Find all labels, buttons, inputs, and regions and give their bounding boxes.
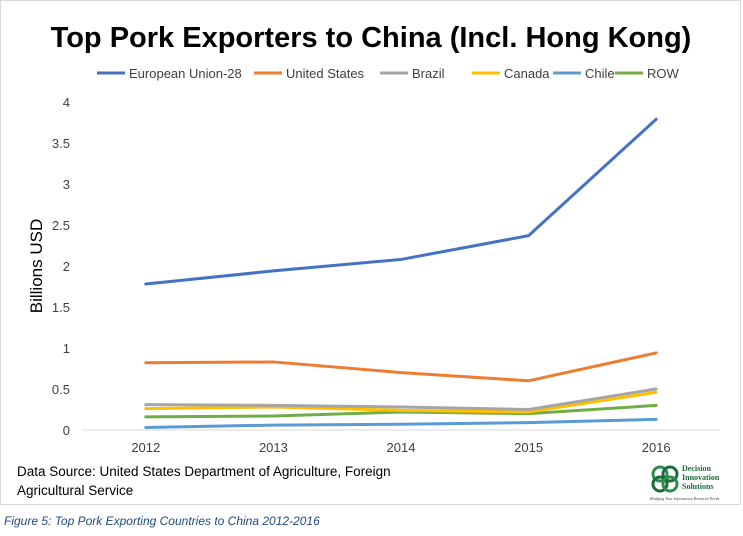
series-line bbox=[144, 351, 658, 383]
logo-line-3: Solutions bbox=[682, 482, 714, 491]
series-line bbox=[144, 403, 658, 419]
y-tick-label: 1.5 bbox=[52, 300, 70, 315]
y-tick-label: 2.5 bbox=[52, 218, 70, 233]
x-tick-label: 2013 bbox=[259, 440, 288, 455]
legend-label: European Union-28 bbox=[129, 66, 242, 81]
y-tick-label: 4 bbox=[63, 95, 70, 110]
series-line bbox=[144, 117, 658, 286]
x-tick-label: 2016 bbox=[642, 440, 671, 455]
legend-label: Chile bbox=[585, 66, 615, 81]
y-tick-label: 3.5 bbox=[52, 136, 70, 151]
y-axis-title: Billions USD bbox=[27, 219, 46, 313]
legend-label: ROW bbox=[647, 66, 680, 81]
x-tick-label: 2015 bbox=[514, 440, 543, 455]
line-chart: Top Pork Exporters to China (Incl. Hong … bbox=[27, 22, 720, 455]
series-line bbox=[144, 390, 658, 414]
legend-label: United States bbox=[286, 66, 365, 81]
decision-innovation-solutions-logo: Decision Innovation Solutions Bridging Y… bbox=[650, 462, 736, 502]
logo-tagline: Bridging Your Information Research Needs bbox=[650, 496, 720, 501]
logo-line-2: Innovation bbox=[682, 473, 720, 482]
y-tick-label: 0.5 bbox=[52, 382, 70, 397]
data-source-note: Data Source: United States Department of… bbox=[17, 464, 391, 498]
legend-label: Canada bbox=[504, 66, 550, 81]
y-tick-label: 1 bbox=[63, 341, 70, 356]
x-tick-label: 2014 bbox=[387, 440, 416, 455]
logo-wordmark: Decision Innovation Solutions bbox=[682, 464, 736, 491]
chart-title: Top Pork Exporters to China (Incl. Hong … bbox=[51, 22, 692, 54]
y-tick-label: 0 bbox=[63, 423, 70, 438]
y-tick-label: 3 bbox=[63, 177, 70, 192]
y-tick-label: 2 bbox=[63, 259, 70, 274]
logo-knot-icon bbox=[651, 465, 679, 493]
x-tick-label: 2012 bbox=[131, 440, 160, 455]
figure-caption: Figure 5: Top Pork Exporting Countries t… bbox=[4, 514, 320, 528]
series-line bbox=[144, 417, 658, 430]
legend-label: Brazil bbox=[412, 66, 445, 81]
series-line bbox=[144, 387, 658, 411]
logo-line-1: Decision bbox=[682, 464, 711, 473]
